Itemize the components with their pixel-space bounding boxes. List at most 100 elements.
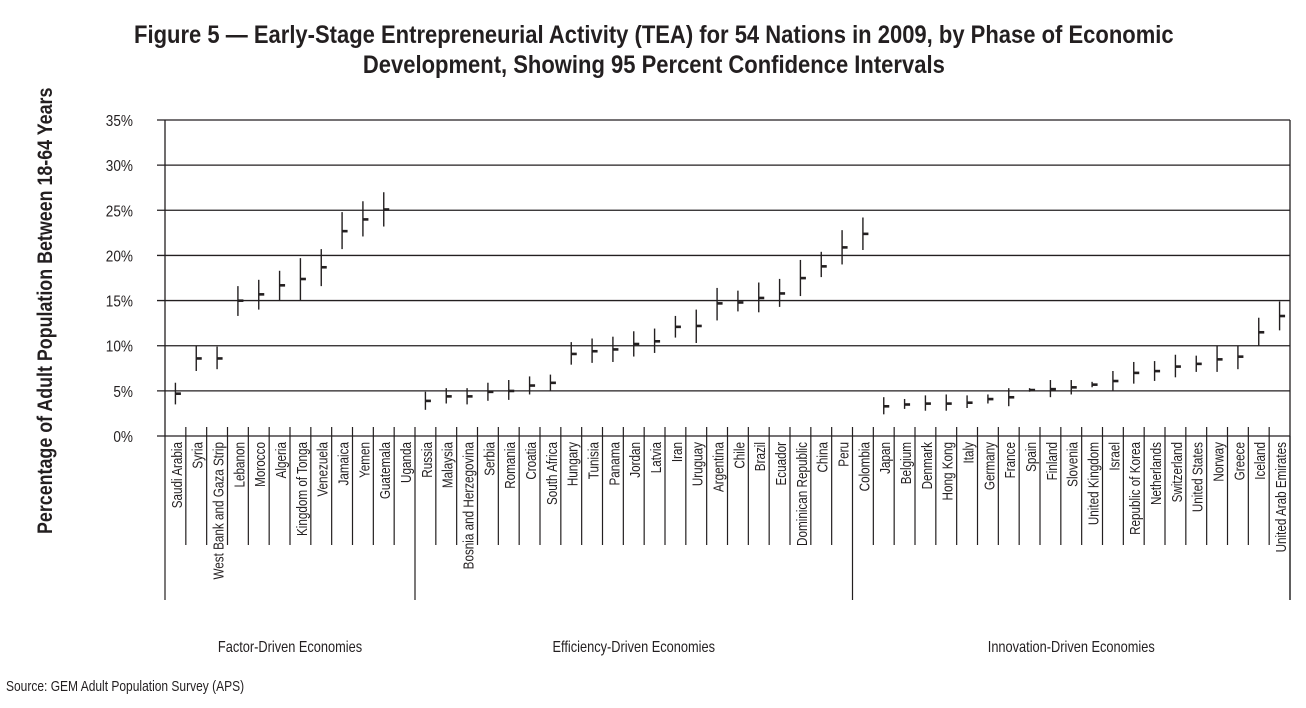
data-marks (174, 192, 1286, 415)
chart-title: Figure 5 — Early-Stage Entrepreneurial A… (79, 20, 1228, 80)
point-estimate (1154, 369, 1161, 373)
category-label: Finland (1043, 442, 1060, 480)
category-label: Belgium (898, 442, 915, 484)
point-estimate (1217, 358, 1223, 361)
group-label: Innovation-Driven Economies (988, 639, 1155, 657)
group-label: Efficiency-Driven Economies (553, 639, 715, 657)
point-estimate (550, 381, 556, 385)
point-estimate (258, 293, 265, 296)
y-tick-label: 10% (106, 339, 133, 356)
chart-title-line2: Development, Showing 95 Percent Confiden… (362, 51, 945, 79)
point-estimate (321, 265, 327, 269)
group-label: Factor-Driven Economies (218, 639, 362, 657)
category-label: Norway (1210, 442, 1227, 482)
category-label: Romania (502, 442, 519, 489)
category-label: Syria (189, 442, 206, 469)
category-label: Iceland (1252, 442, 1269, 480)
point-estimate (1258, 330, 1265, 334)
point-estimate (821, 265, 827, 268)
category-label: Greece (1231, 442, 1248, 480)
category-label: Bosnia and Herzegovina (460, 442, 477, 570)
point-estimate (1071, 386, 1077, 389)
category-label: West Bank and Gaza Strip (210, 442, 227, 580)
category-label: Brazil (752, 442, 769, 471)
point-estimate (800, 276, 806, 280)
y-tick-label: 15% (106, 294, 133, 311)
category-label: Republic of Korea (1127, 442, 1144, 535)
category-label: Japan (877, 442, 894, 474)
category-label: Uruguay (689, 442, 706, 486)
category-label: Dominican Republic (793, 442, 810, 546)
category-label: Hong Kong (939, 442, 956, 500)
gridlines (157, 119, 1291, 600)
point-estimate (883, 405, 890, 408)
category-label: Tunisia (585, 442, 602, 480)
point-estimate (446, 395, 452, 398)
point-estimate (717, 302, 723, 305)
point-estimate (279, 284, 286, 287)
y-tick-label: 0% (113, 429, 133, 446)
category-label: Jamaica (335, 442, 352, 486)
point-estimate (571, 352, 577, 356)
category-label: Jordan (627, 442, 644, 478)
point-estimate (175, 392, 181, 395)
category-label: United Arab Emirates (1273, 442, 1290, 553)
point-estimate (1279, 314, 1286, 318)
point-estimate (467, 395, 473, 398)
category-label: Italy (960, 442, 977, 464)
category-label: Colombia (856, 442, 873, 492)
category-label: Russia (418, 442, 435, 478)
group-labels: Factor-Driven Economies Efficiency-Driven… (218, 639, 1155, 657)
category-label: Ecuador (773, 442, 790, 486)
category-label: Argentina (710, 442, 727, 492)
point-estimate (196, 357, 202, 360)
category-label: Denmark (918, 442, 935, 490)
y-axis-ticks: 0% 5% 10% 15% 20% 25% 30% 35% (106, 113, 133, 446)
point-estimate (1050, 387, 1056, 391)
category-label: Slovenia (1064, 442, 1081, 487)
point-estimate (217, 357, 223, 360)
category-label: Malaysia (439, 442, 456, 489)
point-estimate (1175, 365, 1181, 368)
point-estimate (300, 277, 306, 281)
category-label: Chile (731, 442, 748, 469)
point-estimate (612, 348, 619, 351)
point-estimate (592, 349, 598, 353)
point-estimate (487, 390, 494, 394)
category-label: Algeria (273, 442, 290, 479)
y-tick-label: 30% (106, 158, 133, 175)
point-estimate (383, 208, 390, 211)
category-label: South Africa (543, 442, 560, 505)
point-estimate (1237, 355, 1244, 358)
point-estimate (946, 402, 952, 405)
category-label: United Kingdom (1085, 442, 1102, 525)
category-label: Serbia (481, 442, 498, 476)
point-estimate (529, 384, 536, 387)
point-estimate (654, 340, 661, 343)
point-estimate (1196, 362, 1202, 366)
category-label: Venezuela (314, 442, 331, 497)
point-estimate (508, 389, 515, 393)
category-label: Saudi Arabia (168, 442, 185, 509)
point-estimate (696, 324, 702, 328)
point-estimate (737, 301, 744, 304)
point-estimate (237, 299, 244, 302)
point-estimate (1112, 379, 1119, 383)
source-note: Source: GEM Adult Population Survey (APS… (6, 678, 245, 695)
point-estimate (675, 325, 681, 329)
point-estimate (758, 296, 765, 300)
y-tick-label: 20% (106, 248, 133, 265)
category-label: Yemen (356, 442, 373, 478)
category-label: Guatemala (377, 442, 394, 500)
category-label: Lebanon (231, 442, 248, 488)
category-label: Hungary (564, 442, 581, 486)
category-label: Iran (668, 442, 685, 462)
category-label: Israel (1106, 442, 1123, 471)
category-label: Uganda (398, 442, 415, 483)
category-label: Croatia (523, 442, 540, 480)
y-tick-label: 5% (113, 384, 133, 401)
y-tick-label: 35% (106, 113, 133, 130)
point-estimate (1029, 388, 1036, 392)
point-estimate (779, 292, 786, 295)
